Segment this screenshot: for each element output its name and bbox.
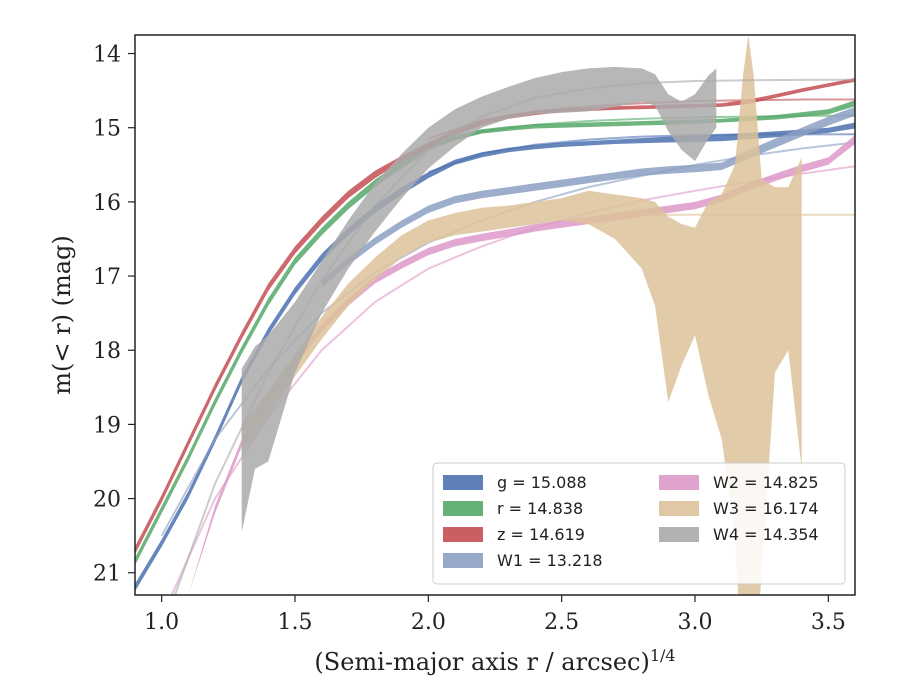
y-tick-label: 19 [93, 413, 121, 438]
legend-label: r = 14.838 [497, 499, 583, 518]
legend-swatch [443, 475, 483, 490]
y-tick-label: 21 [93, 562, 121, 587]
W4-band [241, 66, 717, 533]
legend-swatch [443, 527, 483, 542]
y-tick-label: 15 [93, 117, 121, 142]
legend: g = 15.088 r = 14.838 z = 14.619 W1 = 13.21… [432, 462, 846, 585]
x-axis-label-exponent: 1/4 [650, 646, 676, 665]
x-tick-label: 1.5 [278, 610, 313, 635]
g-model-line [427, 133, 855, 174]
y-tick-label: 16 [93, 191, 121, 216]
x-tick-label: 1.0 [144, 610, 179, 635]
legend-swatch [659, 501, 699, 516]
legend-frame [432, 462, 846, 585]
legend-label: W1 = 13.218 [497, 551, 603, 570]
legend-label: W4 = 14.354 [713, 525, 819, 544]
legend-swatch [659, 475, 699, 490]
y-tick-label: 18 [93, 339, 121, 364]
legend-swatch [659, 527, 699, 542]
x-tick-label: 2.5 [544, 610, 579, 635]
y-axis-label: m(< r) (mag) [48, 235, 76, 394]
legend-swatch [443, 501, 483, 516]
legend-label: z = 14.619 [497, 525, 585, 544]
ticks-layer: 1.0 1.5 2.0 2.5 3.0 3.5 14 15 16 17 18 19 20 21 [93, 43, 846, 635]
x-tick-label: 2.0 [411, 610, 446, 635]
y-tick-label: 20 [93, 488, 121, 513]
r-model-line [428, 114, 855, 148]
legend-swatch [443, 553, 483, 568]
x-tick-label: 3.5 [811, 610, 846, 635]
W4-model-line [174, 78, 855, 595]
W2-band [188, 135, 855, 595]
x-tick-label: 3.0 [678, 610, 713, 635]
y-tick-label: 14 [93, 43, 121, 68]
legend-label: W2 = 14.825 [713, 473, 819, 492]
y-tick-label: 17 [93, 265, 121, 290]
x-axis-label: (Semi-major axis r / arcsec)1/4 [314, 646, 675, 676]
legend-label: g = 15.088 [497, 473, 587, 492]
plot-frame [134, 34, 856, 596]
legend-label: W3 = 16.174 [713, 499, 819, 518]
